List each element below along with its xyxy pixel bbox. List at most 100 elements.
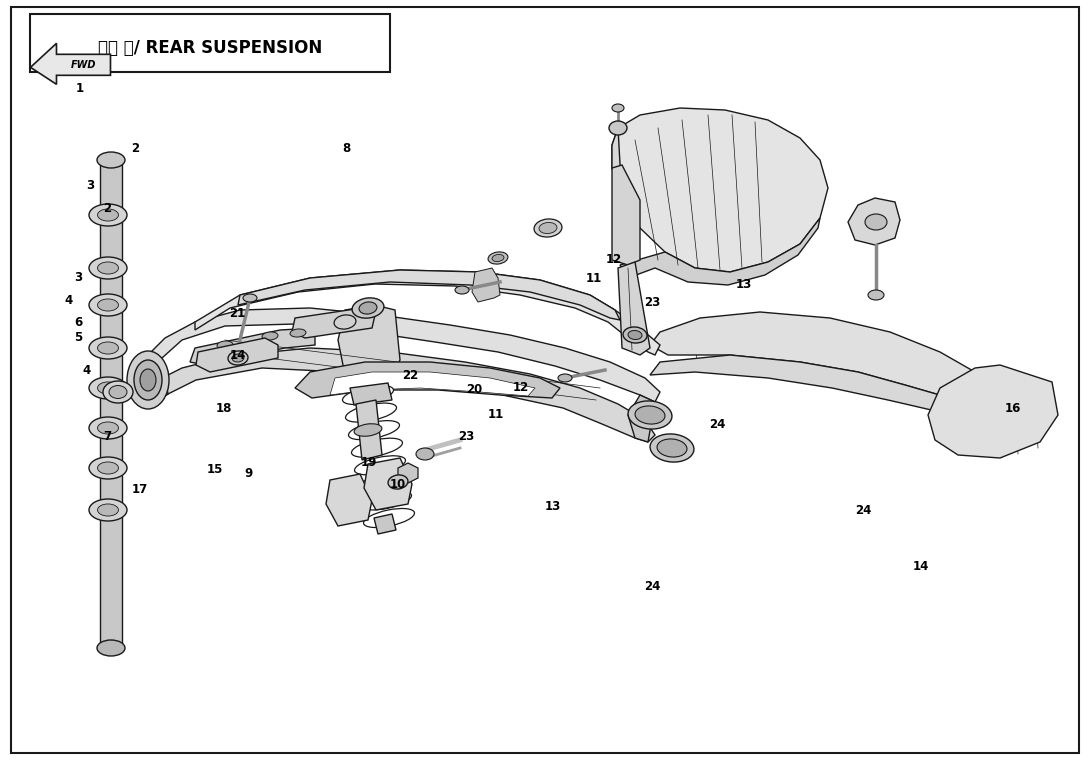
Ellipse shape [89,294,128,316]
Ellipse shape [217,341,233,349]
Ellipse shape [558,374,572,382]
Ellipse shape [358,473,409,492]
Text: 24: 24 [643,580,661,594]
Ellipse shape [354,424,381,436]
Ellipse shape [89,417,128,439]
Polygon shape [611,108,828,272]
Ellipse shape [290,329,306,337]
Text: 7: 7 [102,430,111,444]
Text: 4: 4 [64,293,73,307]
Ellipse shape [611,104,623,112]
Ellipse shape [416,448,434,460]
Bar [100,160,122,650]
Ellipse shape [97,299,119,311]
Text: 24: 24 [855,504,872,518]
Text: 14: 14 [229,349,246,363]
Polygon shape [338,305,400,382]
Ellipse shape [349,420,400,439]
Ellipse shape [262,332,278,340]
Ellipse shape [128,351,169,409]
Ellipse shape [243,294,257,302]
Ellipse shape [89,499,128,521]
Polygon shape [148,308,661,402]
Polygon shape [195,270,661,355]
Polygon shape [31,43,110,84]
Ellipse shape [488,252,508,264]
Text: 5: 5 [74,331,83,344]
Polygon shape [292,308,375,338]
Text: 11: 11 [586,271,602,285]
Text: 11: 11 [488,407,504,421]
Text: 24: 24 [708,417,726,431]
Text: 1: 1 [75,81,84,95]
Ellipse shape [97,262,119,274]
Text: 6: 6 [74,315,83,329]
Ellipse shape [609,121,627,135]
Polygon shape [364,458,412,510]
Ellipse shape [359,302,377,314]
Text: 3: 3 [86,179,95,192]
Text: 15: 15 [206,463,223,477]
Text: 22: 22 [402,369,417,382]
Ellipse shape [140,369,156,391]
Bar [31,14,390,72]
Text: 2: 2 [131,141,140,155]
Polygon shape [295,362,560,398]
Ellipse shape [623,327,647,343]
Ellipse shape [134,360,162,400]
Polygon shape [350,383,392,405]
Ellipse shape [97,504,119,516]
Ellipse shape [97,462,119,474]
Text: 12: 12 [513,381,529,394]
Text: 14: 14 [912,559,930,573]
Polygon shape [472,268,500,302]
Text: 10: 10 [390,478,405,492]
Ellipse shape [89,204,128,226]
Ellipse shape [657,439,687,457]
Text: 12: 12 [606,253,621,267]
Ellipse shape [865,214,887,230]
Ellipse shape [534,219,562,237]
Text: 4: 4 [82,364,90,378]
Text: 20: 20 [467,382,482,396]
Text: 3: 3 [74,271,83,284]
Ellipse shape [89,457,128,479]
Polygon shape [848,198,900,245]
Ellipse shape [361,491,412,510]
Text: 后悬 枰/ REAR SUSPENSION: 后悬 枰/ REAR SUSPENSION [98,39,323,57]
Ellipse shape [388,475,408,489]
Text: 9: 9 [244,467,253,480]
Ellipse shape [650,434,694,462]
Ellipse shape [363,508,414,527]
Polygon shape [190,328,315,365]
Polygon shape [135,355,168,404]
Ellipse shape [540,223,557,233]
Ellipse shape [354,456,405,475]
Ellipse shape [628,401,671,429]
Text: 23: 23 [644,296,659,309]
Ellipse shape [352,298,384,318]
Ellipse shape [346,403,397,422]
Text: 21: 21 [230,306,245,320]
Ellipse shape [97,342,119,354]
Ellipse shape [97,152,125,168]
Ellipse shape [109,385,128,398]
Ellipse shape [635,406,665,424]
Polygon shape [650,355,974,415]
Ellipse shape [102,381,133,403]
Ellipse shape [89,257,128,279]
Text: 16: 16 [1004,402,1021,416]
Text: 18: 18 [215,402,232,416]
Text: 17: 17 [132,483,147,496]
Polygon shape [398,463,417,483]
Polygon shape [196,338,278,372]
Polygon shape [148,348,655,442]
Ellipse shape [89,337,128,359]
Ellipse shape [351,439,402,458]
Ellipse shape [868,290,884,300]
Text: 8: 8 [342,142,351,156]
Text: 13: 13 [736,277,751,291]
Ellipse shape [228,351,249,365]
Ellipse shape [342,385,393,404]
Text: 2: 2 [102,202,111,216]
